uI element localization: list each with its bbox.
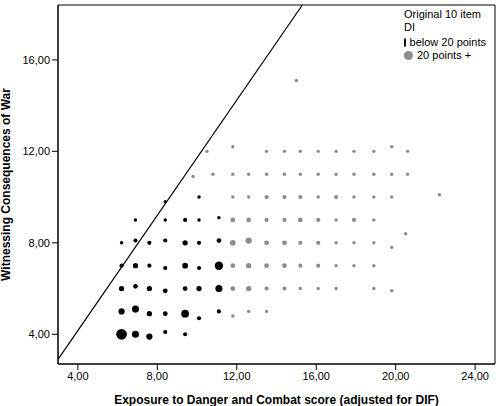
svg-text:8,00: 8,00 <box>29 237 50 249</box>
html-text:20 points +: 20 points + <box>417 49 472 61</box>
svg-text:8,00: 8,00 <box>147 370 168 382</box>
svg-text:20,00: 20,00 <box>382 370 410 382</box>
svg-text:12,00: 12,00 <box>223 370 251 382</box>
svg-text:Exposure to Danger and Combat: Exposure to Danger and Combat score (adj… <box>114 393 439 406</box>
html-text:Original 10 item DI: Original 10 item DI <box>404 8 481 33</box>
svg-text:4,00: 4,00 <box>67 370 88 382</box>
svg-text:16,00: 16,00 <box>22 54 50 66</box>
svg-text:24,00: 24,00 <box>461 370 489 382</box>
svg-text:Witnessing Consequences of War: Witnessing Consequences of War <box>8 88 13 281</box>
svg-text:4,00: 4,00 <box>29 328 50 340</box>
html-text:below 20 points: below 20 points <box>409 36 486 48</box>
svg-text:12,00: 12,00 <box>22 145 50 157</box>
svg-text:16,00: 16,00 <box>302 370 330 382</box>
